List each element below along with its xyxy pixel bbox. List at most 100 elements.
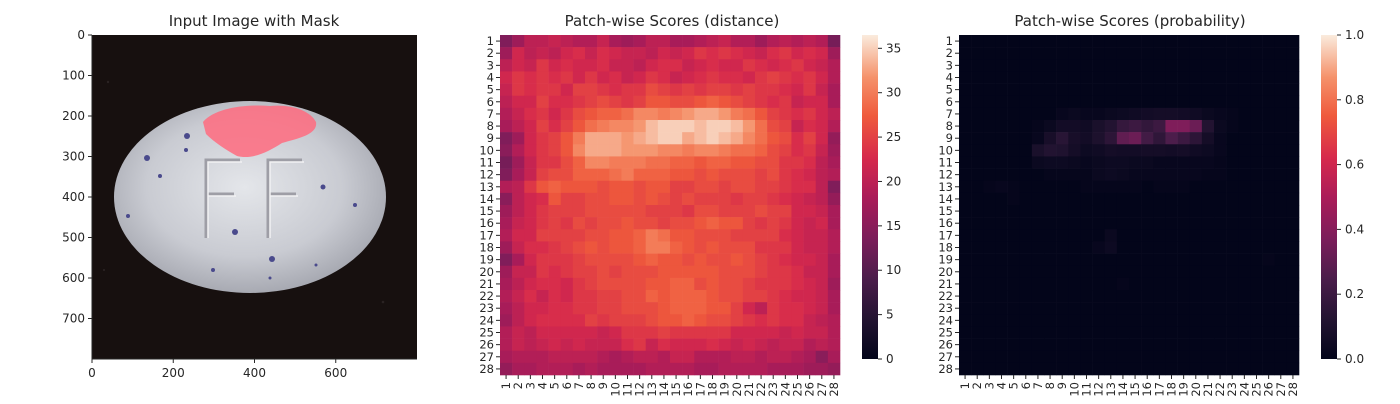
heatmap-cell (609, 241, 622, 254)
heatmap-cell (706, 192, 719, 206)
heatmap-cell (1189, 35, 1203, 48)
heatmap-cell (1165, 120, 1178, 133)
distance-x-ticks: 1234567891011121314151617181920212223242… (499, 375, 841, 397)
colorbar-tick-label: 20 (886, 174, 901, 188)
heatmap-cell (742, 120, 756, 133)
heatmap-cell (1080, 277, 1093, 291)
heatmap-cell (1177, 168, 1191, 182)
heatmap-cell (609, 338, 622, 352)
heatmap-cell (633, 95, 647, 109)
heatmap-cell (1068, 253, 1081, 267)
heatmap-cell (791, 205, 804, 218)
heatmap-y-tick-label: 27 (479, 350, 494, 364)
heatmap-cell (657, 302, 671, 315)
heatmap-cell (983, 144, 996, 157)
heatmap-cell (1214, 229, 1227, 242)
heatmap-cell (657, 290, 671, 303)
heatmap-x-tick-label: 25 (1250, 382, 1264, 397)
heatmap-cell (597, 229, 610, 242)
heatmap-x-tick-label: 24 (1237, 382, 1251, 397)
heatmap-cell (1274, 192, 1288, 206)
heatmap-cell (767, 338, 780, 352)
heatmap-cell (815, 302, 829, 315)
heatmap-x-tick-label: 7 (1031, 382, 1045, 389)
heatmap-cell (1104, 83, 1118, 97)
heatmap-cell (1080, 350, 1093, 364)
heatmap-cell (803, 229, 817, 242)
heatmap-cell (983, 277, 996, 291)
colorbar-tick-label: 30 (886, 86, 901, 100)
heatmap-cell (815, 205, 829, 218)
heatmap-cell (597, 144, 610, 157)
heatmap-cell (791, 314, 804, 327)
heatmap-cell (1031, 59, 1045, 72)
probability-y-ticks: 1234567891011121314151617181920212223242… (938, 34, 959, 376)
heatmap-cell (694, 362, 707, 376)
heatmap-cell (1031, 156, 1045, 169)
heatmap-cell (779, 144, 792, 157)
heatmap-cell (1165, 59, 1178, 72)
heatmap-cell (572, 71, 586, 84)
heatmap-cell (742, 47, 756, 60)
heatmap-cell (767, 205, 780, 218)
heatmap-cell (524, 253, 537, 267)
heatmap-cell (827, 144, 841, 157)
heatmap-cell (1129, 192, 1142, 206)
heatmap-cell (755, 132, 768, 145)
heatmap-cell (1019, 132, 1033, 145)
probability-colorbar-ticks: 0.00.20.40.60.81.0 (1337, 28, 1364, 366)
panel-distance: Patch-wise Scores (distance) 12345678910… (479, 12, 901, 397)
heatmap-cell (791, 326, 804, 339)
heatmap-cell (815, 95, 829, 109)
heatmap-cell (755, 338, 768, 352)
heatmap-cell (827, 350, 841, 364)
heatmap-cell (791, 338, 804, 352)
heatmap-cell (706, 362, 719, 376)
heatmap-cell (536, 253, 549, 267)
heatmap-y-tick-label: 25 (938, 326, 953, 340)
heatmap-cell (755, 362, 768, 376)
heatmap-cell (621, 314, 634, 327)
heatmap-cell (548, 229, 562, 242)
heatmap-cell (742, 326, 756, 339)
heatmap-cell (742, 156, 756, 169)
heatmap-cell (1262, 132, 1276, 145)
heatmap-cell (1007, 168, 1021, 182)
heatmap-cell (1056, 120, 1069, 133)
heatmap-cell (971, 180, 984, 194)
heatmap-cell (694, 59, 707, 72)
heatmap-cell (1007, 180, 1021, 194)
heatmap-cell (791, 217, 804, 230)
heatmap-cell (1068, 362, 1081, 376)
heatmap-cell (779, 362, 792, 376)
heatmap-cell (1201, 47, 1215, 60)
heatmap-cell (682, 290, 695, 303)
heatmap-cell (1068, 277, 1081, 291)
heatmap-cell (1129, 290, 1142, 303)
heatmap-cell (609, 350, 622, 364)
heatmap-cell (621, 132, 634, 145)
heatmap-y-tick-label: 3 (946, 58, 953, 72)
heatmap-cell (971, 314, 984, 327)
panel-3-title: Patch-wise Scores (probability) (1014, 12, 1245, 30)
heatmap-cell (1214, 338, 1227, 352)
heatmap-cell (536, 47, 549, 60)
heatmap-cell (1141, 253, 1154, 267)
heatmap-cell (1044, 47, 1057, 60)
pill-speckles (126, 133, 357, 280)
heatmap-cell (1250, 205, 1263, 218)
heatmap-cell (1250, 35, 1263, 48)
heatmap-cell (1262, 180, 1276, 194)
heatmap-cell (779, 192, 792, 206)
heatmap-cell (755, 265, 768, 279)
heatmap-cell (524, 59, 537, 72)
heatmap-x-tick-label: 22 (754, 382, 768, 397)
heatmap-cell (524, 107, 537, 121)
heatmap-cell (1177, 350, 1191, 364)
heatmap-cell (1007, 253, 1021, 267)
heatmap-cell (621, 277, 634, 291)
heatmap-cell (730, 83, 744, 97)
heatmap-x-tick-label: 4 (536, 382, 550, 389)
heatmap-cell (1214, 241, 1227, 254)
